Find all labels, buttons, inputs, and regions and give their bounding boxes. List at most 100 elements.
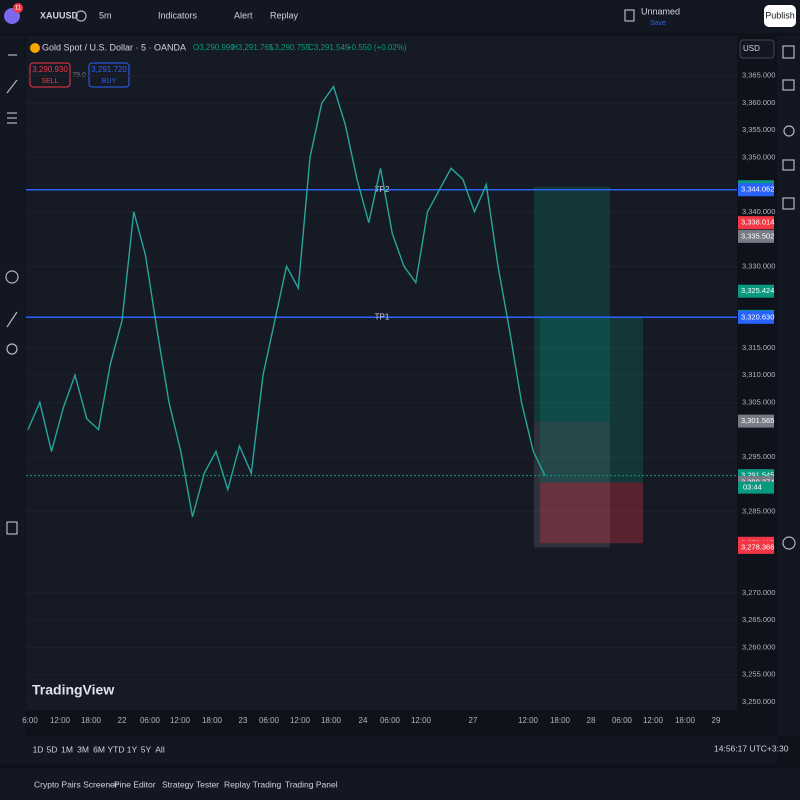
y-tick-label: 3,250.000 bbox=[742, 697, 775, 706]
price-badge-label: 3,325.424 bbox=[741, 286, 774, 295]
layout-name[interactable]: Unnamed bbox=[641, 6, 680, 16]
time-label: 6:00 bbox=[22, 716, 38, 725]
panel-tab[interactable]: Trading Panel bbox=[285, 779, 338, 789]
drawing-tools[interactable] bbox=[5, 54, 19, 535]
interval[interactable]: 5m bbox=[99, 10, 112, 20]
ohlc-value: +0.550 (+0.02%) bbox=[347, 43, 407, 52]
price-badge-label: 3,338.014 bbox=[741, 218, 774, 227]
ohlc: O3,290.990H3,291.765L3,290.755C3,291.545… bbox=[193, 43, 407, 52]
time-label: 24 bbox=[359, 716, 368, 725]
time-label: 29 bbox=[712, 716, 721, 725]
price-badge-label: 3,320.630 bbox=[741, 312, 774, 321]
sell-price[interactable]: 3,290.930 bbox=[32, 65, 68, 74]
time-label: 12:00 bbox=[411, 716, 432, 725]
price-badge-label: 3,291.545 bbox=[741, 471, 774, 480]
panel-tab[interactable]: Replay Trading bbox=[224, 779, 281, 789]
ohlc-value: H3,291.765 bbox=[232, 43, 274, 52]
range-button[interactable]: YTD bbox=[108, 744, 125, 754]
time-label: 06:00 bbox=[140, 716, 161, 725]
price-badge-label: 3,301.565 bbox=[741, 416, 774, 425]
replay[interactable]: Replay bbox=[270, 10, 299, 20]
y-tick-label: 3,255.000 bbox=[742, 670, 775, 679]
loss-zone bbox=[534, 421, 610, 548]
chart-area bbox=[26, 36, 737, 710]
time-label: 18:00 bbox=[550, 716, 571, 725]
y-tick-label: 3,295.000 bbox=[742, 452, 775, 461]
time-label: 12:00 bbox=[50, 716, 71, 725]
price-badge bbox=[738, 183, 774, 197]
time-label: 06:00 bbox=[380, 716, 401, 725]
ohlc-value: C3,291.545 bbox=[308, 43, 350, 52]
range-button[interactable]: 1Y bbox=[127, 744, 138, 754]
panel-tab[interactable]: Pine Editor bbox=[114, 779, 156, 789]
price-badge bbox=[738, 229, 774, 243]
price-line bbox=[27, 85, 546, 517]
loss-zone bbox=[540, 482, 643, 544]
watermark: TradingView bbox=[32, 682, 114, 698]
panel-tab[interactable]: Strategy Tester bbox=[162, 779, 219, 789]
range-button[interactable]: All bbox=[155, 744, 165, 754]
y-tick-label: 3,265.000 bbox=[742, 615, 775, 624]
y-tick-label: 3,330.000 bbox=[742, 261, 775, 270]
alert[interactable]: Alert bbox=[234, 10, 253, 20]
time-label: 06:00 bbox=[259, 716, 280, 725]
sell-label[interactable]: SELL bbox=[41, 78, 58, 85]
time-label: 18:00 bbox=[81, 716, 102, 725]
price-badge-label: 3,344.062 bbox=[741, 185, 774, 194]
layout-status: Save bbox=[650, 20, 666, 27]
left-toolbar bbox=[0, 36, 25, 736]
symbol[interactable]: XAUUSD bbox=[40, 10, 79, 20]
ohlc-value: O3,290.990 bbox=[193, 43, 235, 52]
range-button[interactable]: 6M bbox=[93, 744, 105, 754]
top-toolbar bbox=[0, 0, 800, 33]
notification-count: 11 bbox=[15, 6, 22, 12]
currency-box[interactable] bbox=[739, 39, 775, 59]
add-icon[interactable] bbox=[75, 10, 87, 22]
time-label: 18:00 bbox=[202, 716, 223, 725]
time-label: 12:00 bbox=[643, 716, 664, 725]
buy-price[interactable]: 3,291.720 bbox=[91, 65, 127, 74]
profit-zone bbox=[540, 316, 643, 483]
time-label: 28 bbox=[587, 716, 596, 725]
y-tick-label: 3,285.000 bbox=[742, 506, 775, 515]
range-button[interactable]: 3M bbox=[77, 744, 89, 754]
price-badge bbox=[738, 540, 774, 554]
ohlc-value: L3,290.755 bbox=[270, 43, 311, 52]
indicators[interactable]: Indicators bbox=[158, 10, 198, 20]
range-button[interactable]: 5Y bbox=[141, 744, 152, 754]
price-badge bbox=[738, 310, 774, 324]
time-label: 12:00 bbox=[518, 716, 539, 725]
countdown: 03:44 bbox=[743, 483, 762, 492]
clock: 14:56:17 UTC+3:30 bbox=[714, 743, 789, 753]
time-label: 22 bbox=[118, 716, 127, 725]
time-label: 06:00 bbox=[612, 716, 633, 725]
sell-button[interactable] bbox=[29, 62, 71, 88]
publish-button[interactable] bbox=[764, 5, 796, 27]
panel-tab[interactable]: Crypto Pairs Screener bbox=[34, 779, 118, 789]
price-badge bbox=[738, 284, 774, 298]
buy-label[interactable]: BUY bbox=[102, 78, 117, 85]
time-label: 12:00 bbox=[170, 716, 191, 725]
y-tick-label: 3,270.000 bbox=[742, 588, 775, 597]
bottom-panel bbox=[0, 768, 800, 800]
range-button[interactable]: 1M bbox=[61, 744, 73, 754]
y-tick-label: 3,310.000 bbox=[742, 370, 775, 379]
buy-button[interactable] bbox=[88, 62, 130, 88]
time-label: 27 bbox=[469, 716, 478, 725]
time-label: 12:00 bbox=[290, 716, 311, 725]
range-button[interactable]: 5D bbox=[47, 744, 58, 754]
price-badge-label: 3,278.366 bbox=[741, 542, 774, 551]
countdown-badge bbox=[738, 481, 774, 494]
side-icons[interactable] bbox=[782, 45, 796, 550]
badge bbox=[13, 3, 23, 13]
y-tick-label: 3,355.000 bbox=[742, 125, 775, 134]
publish-label[interactable]: Publish bbox=[765, 10, 795, 20]
y-tick-label: 3,365.000 bbox=[742, 71, 775, 80]
currency[interactable]: USD bbox=[743, 44, 760, 53]
price-badge bbox=[738, 216, 774, 230]
range-button[interactable]: 1D bbox=[33, 744, 44, 754]
layout-icon[interactable] bbox=[624, 9, 635, 22]
range-bar bbox=[0, 736, 777, 764]
price-badge-label: 3,335.502 bbox=[741, 231, 774, 240]
